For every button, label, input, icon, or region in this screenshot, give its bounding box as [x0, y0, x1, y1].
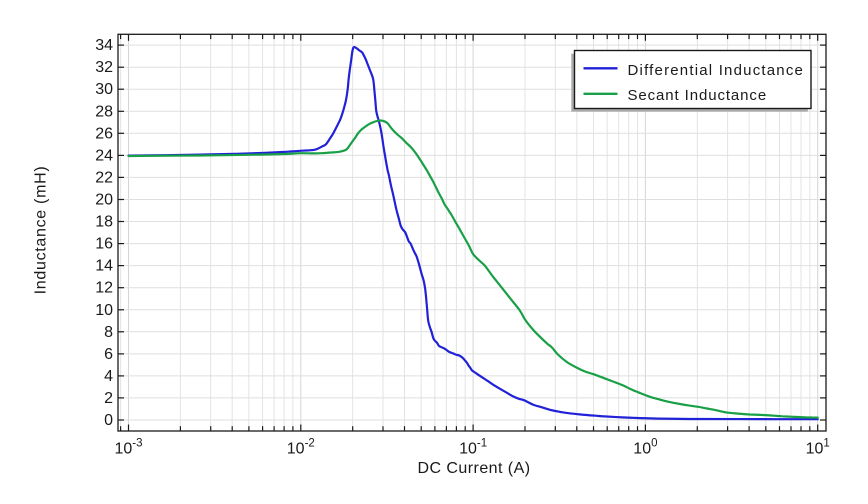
svg-text:22: 22 — [95, 169, 113, 186]
svg-text:32: 32 — [95, 59, 113, 76]
svg-text:10: 10 — [95, 302, 113, 319]
svg-text:30: 30 — [95, 81, 113, 98]
svg-text:26: 26 — [95, 125, 113, 142]
svg-text:18: 18 — [95, 214, 113, 231]
svg-text:34: 34 — [95, 37, 113, 54]
svg-text:8: 8 — [104, 324, 113, 341]
svg-text:DC Current (A): DC Current (A) — [418, 460, 531, 477]
svg-text:12: 12 — [95, 280, 113, 297]
svg-text:24: 24 — [95, 147, 113, 164]
svg-text:2: 2 — [104, 390, 113, 407]
svg-text:0: 0 — [104, 412, 113, 429]
svg-text:Secant Inductance: Secant Inductance — [628, 87, 768, 104]
svg-text:6: 6 — [104, 346, 113, 363]
svg-text:20: 20 — [95, 192, 113, 209]
svg-text:28: 28 — [95, 103, 113, 120]
svg-text:4: 4 — [104, 368, 113, 385]
svg-text:Inductance (mH): Inductance (mH) — [33, 166, 50, 295]
svg-text:14: 14 — [95, 258, 113, 275]
svg-text:Differential Inductance: Differential Inductance — [628, 62, 805, 79]
svg-text:16: 16 — [95, 236, 113, 253]
